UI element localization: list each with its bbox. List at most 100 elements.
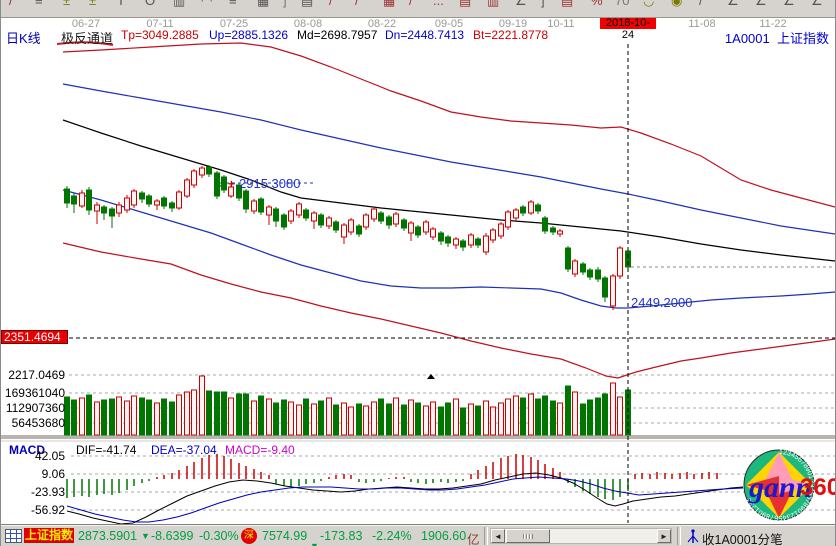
volume-bar [154, 402, 160, 436]
candle-body [572, 260, 578, 275]
candle-body [296, 203, 302, 216]
volume-bar [71, 399, 77, 436]
dots-tool-icon[interactable]: ... [433, 0, 444, 8]
volume-bar [79, 397, 85, 436]
candle-body [505, 211, 511, 228]
draw-pen-icon[interactable]: / [9, 0, 13, 8]
bar-chart-icon[interactable]: ≡ [35, 0, 43, 8]
red-brush-icon[interactable]: / [355, 0, 359, 8]
coin-icon[interactable]: ◉ [671, 0, 683, 8]
index-name-badge[interactable]: 上证指数 [24, 528, 74, 543]
volume-bar [131, 395, 137, 436]
candle-body [64, 188, 70, 204]
percent-icon[interactable]: % [591, 0, 603, 8]
volume-bar [303, 398, 309, 436]
quote-table-icon[interactable] [5, 529, 22, 543]
angle3-icon[interactable]: ∠ [755, 0, 767, 8]
candle-body [438, 232, 444, 242]
channel-param-2: Md=2698.7957 [297, 28, 378, 42]
gold-tool2-icon[interactable]: ± [89, 0, 97, 8]
macd-scale-2: 9.06 [41, 467, 65, 481]
kline-tab[interactable]: 日K线 [6, 31, 41, 46]
volume-bar [214, 391, 220, 436]
volume-bar [258, 395, 264, 436]
volume-bar [557, 402, 563, 436]
lines-tool-icon[interactable]: ≡ [229, 0, 237, 8]
angle5-icon[interactable]: ∠ [811, 0, 823, 8]
macd-indicator-label[interactable]: MACD [9, 443, 45, 457]
volume-bar [199, 375, 205, 436]
separator-icon[interactable]: ] [283, 0, 287, 8]
number-70-icon[interactable]: 70 [615, 0, 630, 8]
volume-bar [281, 399, 287, 436]
volume-bar [206, 390, 212, 436]
macd-scale-3: -23.93 [30, 485, 65, 499]
scroll-right-button[interactable]: ► [657, 529, 671, 543]
flag-tool-icon[interactable]: T [117, 0, 125, 8]
macd-scale-1: 42.05 [34, 449, 65, 463]
scroll-left-button[interactable]: ◄ [491, 529, 505, 543]
gann360-logo: 1234567890123456789012345678901234 gann … [743, 449, 835, 521]
angle4-icon[interactable]: ∠ [783, 0, 795, 8]
volume-bar [139, 397, 145, 436]
candle-body [94, 204, 100, 212]
scrollbar-thumb[interactable] [506, 529, 550, 543]
volume-bar [468, 403, 474, 436]
volume-bar [505, 398, 511, 436]
candle-body [430, 228, 436, 238]
indicator-name[interactable]: 极反通道 [61, 31, 114, 46]
volume-bar [393, 397, 399, 436]
tick-panel-label[interactable]: 收1A0001分笔 [702, 533, 783, 546]
volume-bar [528, 393, 534, 436]
volume-baseline-band [1, 435, 835, 439]
red-grid-icon[interactable]: ▦ [383, 0, 396, 8]
volume-scale-2: 112907360 [5, 401, 65, 415]
wave-tool-icon[interactable]: ◠ [201, 0, 213, 8]
volume-bar [542, 395, 548, 436]
volume-bar [333, 404, 339, 436]
volume-bar [378, 398, 384, 436]
horizontal-scrollbar[interactable]: ◄ ► [490, 528, 672, 544]
channel-line-tp [62, 42, 835, 208]
red-pen-icon[interactable]: / [329, 0, 333, 8]
candle-body [348, 219, 354, 233]
candle-body [595, 269, 601, 280]
sh-index-pct: -0.30% [199, 529, 239, 543]
candle-body [483, 235, 489, 253]
red-pencil-icon[interactable]: / [409, 0, 413, 8]
volume-bar [460, 407, 466, 436]
candle-body [288, 210, 294, 222]
candle-body [415, 226, 421, 236]
gold-tool-icon[interactable]: ± [63, 0, 71, 8]
volume-bar [520, 397, 526, 436]
sh-index-value: 2873.5901 [78, 529, 138, 543]
angle2-icon[interactable]: ∠ [727, 0, 739, 8]
candle-body [535, 204, 541, 212]
red-chart-icon[interactable]: ▥ [487, 0, 500, 8]
date-axis-label: 11-08 [688, 18, 716, 30]
bracket-tool-icon[interactable]: ] [541, 0, 545, 8]
clock-tool-icon[interactable]: O [145, 0, 156, 8]
volume-bar [243, 393, 249, 436]
volume-bar [64, 396, 70, 436]
volume-bar [475, 405, 481, 436]
gann-grid-icon[interactable]: ▦ [257, 0, 270, 8]
date-axis-label: 08-08 [293, 18, 323, 30]
sz-market-badge[interactable]: 深 [241, 528, 257, 544]
save-tool-icon[interactable]: ▤ [301, 0, 314, 8]
peak-price-label: 2915.3080 [239, 176, 301, 191]
trend-tool-icon[interactable]: ∠ [515, 0, 527, 8]
red-table-icon[interactable]: ▤ [459, 0, 472, 8]
candle-body [79, 192, 85, 207]
date-axis-label: 09-19 [498, 18, 528, 30]
volume-bar [363, 405, 369, 436]
measure-tool-icon[interactable]: ▥ [173, 0, 186, 8]
volume-bar [356, 403, 362, 436]
sz-index-change: -173.83 [320, 529, 363, 543]
volume-bar [408, 399, 414, 436]
pen2-icon[interactable]: / [699, 0, 703, 8]
bowl-icon[interactable]: ◡ [643, 0, 655, 8]
abacus-icon[interactable]: ▤ [561, 0, 574, 8]
volume-bar [498, 402, 504, 436]
volume-bar [401, 404, 407, 436]
